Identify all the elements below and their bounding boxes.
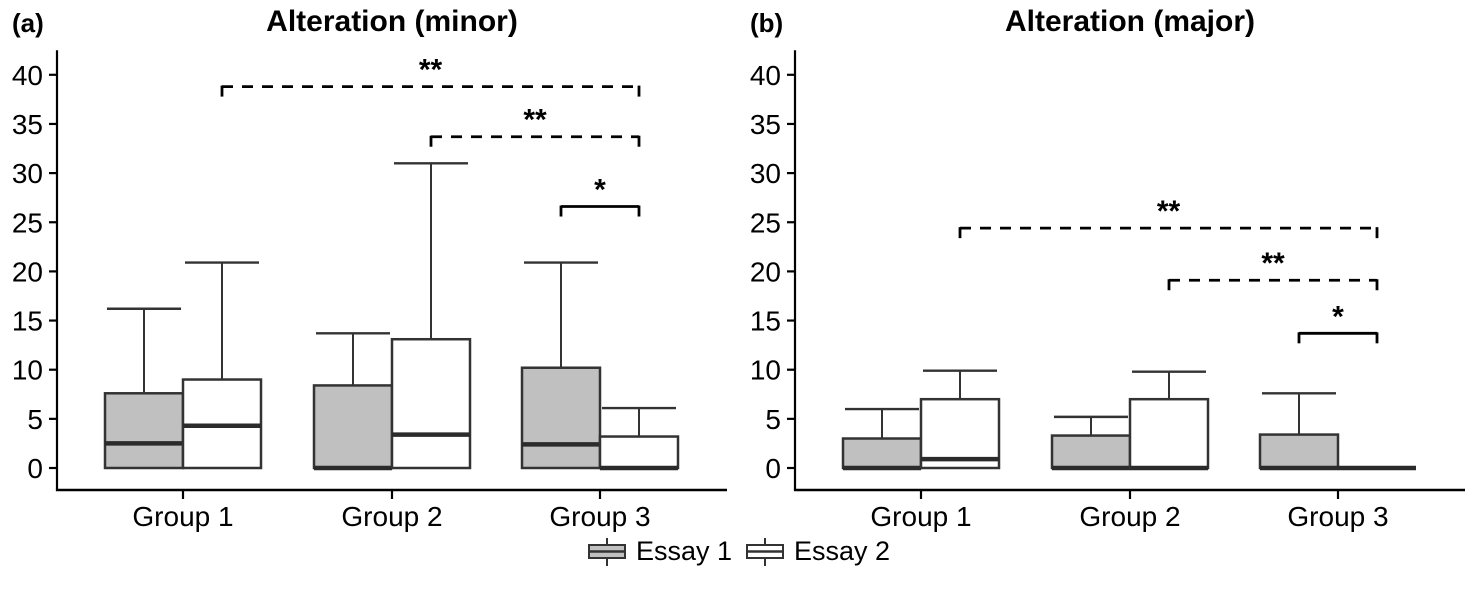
significance-label: ** — [1261, 247, 1285, 280]
y-axis-tick-label: 35 — [12, 109, 43, 140]
panel-a-title: Alteration (minor) — [266, 5, 518, 38]
significance-bracket-1 — [958, 226, 1379, 239]
significance-bracket-2 — [1167, 278, 1379, 291]
y-axis-tick-label: 5 — [765, 404, 781, 435]
y-axis-tick-label: 25 — [12, 207, 43, 238]
y-axis-tick-label: 10 — [750, 355, 781, 386]
y-axis-tick-label: 25 — [750, 207, 781, 238]
significance-label: * — [1332, 300, 1344, 333]
x-axis-group-label: Group 2 — [341, 501, 442, 532]
y-axis-tick-label: 35 — [750, 109, 781, 140]
y-axis-tick-label: 0 — [27, 453, 43, 484]
box-group-2-essay-2 — [390, 162, 472, 470]
legend-label-essay1: Essay 1 — [635, 536, 732, 566]
y-axis-tick-label: 30 — [12, 158, 43, 189]
significance-label: * — [594, 174, 606, 207]
box-rect — [520, 366, 602, 470]
box-rect — [312, 384, 394, 470]
y-axis-tick-label: 15 — [750, 306, 781, 337]
box-group-2-essay-1 — [312, 332, 394, 471]
y-axis-tick-label: 0 — [765, 453, 781, 484]
y-axis-tick-label: 40 — [750, 60, 781, 91]
box-rect — [1128, 397, 1210, 470]
box-group-3-essay-1 — [1258, 392, 1340, 471]
box-group-1-essay-1 — [841, 407, 923, 471]
box-group-3-essay-1 — [520, 261, 602, 470]
box-group-3-essay-2 — [598, 406, 680, 471]
panel-b-title: Alteration (major) — [1004, 5, 1256, 38]
box-rect — [1258, 433, 1340, 470]
x-axis-group-label: Group 3 — [549, 501, 650, 532]
panel-alteration-major: (b) Alteration (major) 0 5 10 15 20 25 30 35 40 G… — [738, 0, 1476, 540]
box-rect — [598, 435, 680, 470]
panel-alteration-minor: (a) Alteration (minor) 0 5 10 15 20 25 30 35 40 G… — [0, 0, 738, 540]
box-group-1-essay-2 — [181, 261, 263, 470]
essay2-boxplot-key-icon — [746, 537, 784, 566]
box-group-1-essay-2 — [919, 369, 1001, 470]
box-group-2-essay-2 — [1128, 370, 1210, 471]
y-axis-tick-label: 20 — [12, 256, 43, 287]
significance-label: ** — [523, 104, 547, 137]
legend-item-essay1: Essay 1 — [586, 536, 732, 567]
significance-label: ** — [1157, 195, 1181, 228]
y-axis-tick-label: 15 — [12, 306, 43, 337]
panel-a-tag: (a) — [12, 8, 44, 38]
y-axis-tick-label: 40 — [12, 60, 43, 91]
box-rect — [919, 397, 1001, 470]
box-group-2-essay-1 — [1050, 415, 1132, 471]
y-axis-tick-label: 30 — [750, 158, 781, 189]
x-axis-group-label: Group 3 — [1287, 501, 1388, 532]
y-axis-tick-label: 10 — [12, 355, 43, 386]
box-rect — [390, 337, 472, 470]
y-axis-tick-label: 20 — [750, 256, 781, 287]
box-rect — [1050, 434, 1132, 470]
significance-bracket-1 — [220, 85, 641, 97]
significance-bracket-3 — [559, 205, 641, 217]
y-axis-tick-label: 5 — [27, 404, 43, 435]
legend: Essay 1 Essay 2 — [0, 536, 1476, 567]
box-group-1-essay-1 — [103, 307, 185, 470]
essay1-boxplot-key-icon — [587, 537, 626, 566]
legend-label-essay2: Essay 2 — [794, 536, 891, 566]
box-rect — [841, 437, 923, 470]
x-axis-group-label: Group 1 — [132, 501, 233, 532]
panel-b-tag: (b) — [750, 8, 784, 38]
legend-item-essay2: Essay 2 — [744, 536, 890, 567]
significance-bracket-2 — [429, 135, 641, 147]
significance-bracket-3 — [1297, 331, 1379, 344]
significance-label: ** — [419, 54, 443, 87]
x-axis-group-label: Group 1 — [870, 501, 971, 532]
box-rect — [103, 392, 185, 470]
x-axis-group-label: Group 2 — [1079, 501, 1180, 532]
